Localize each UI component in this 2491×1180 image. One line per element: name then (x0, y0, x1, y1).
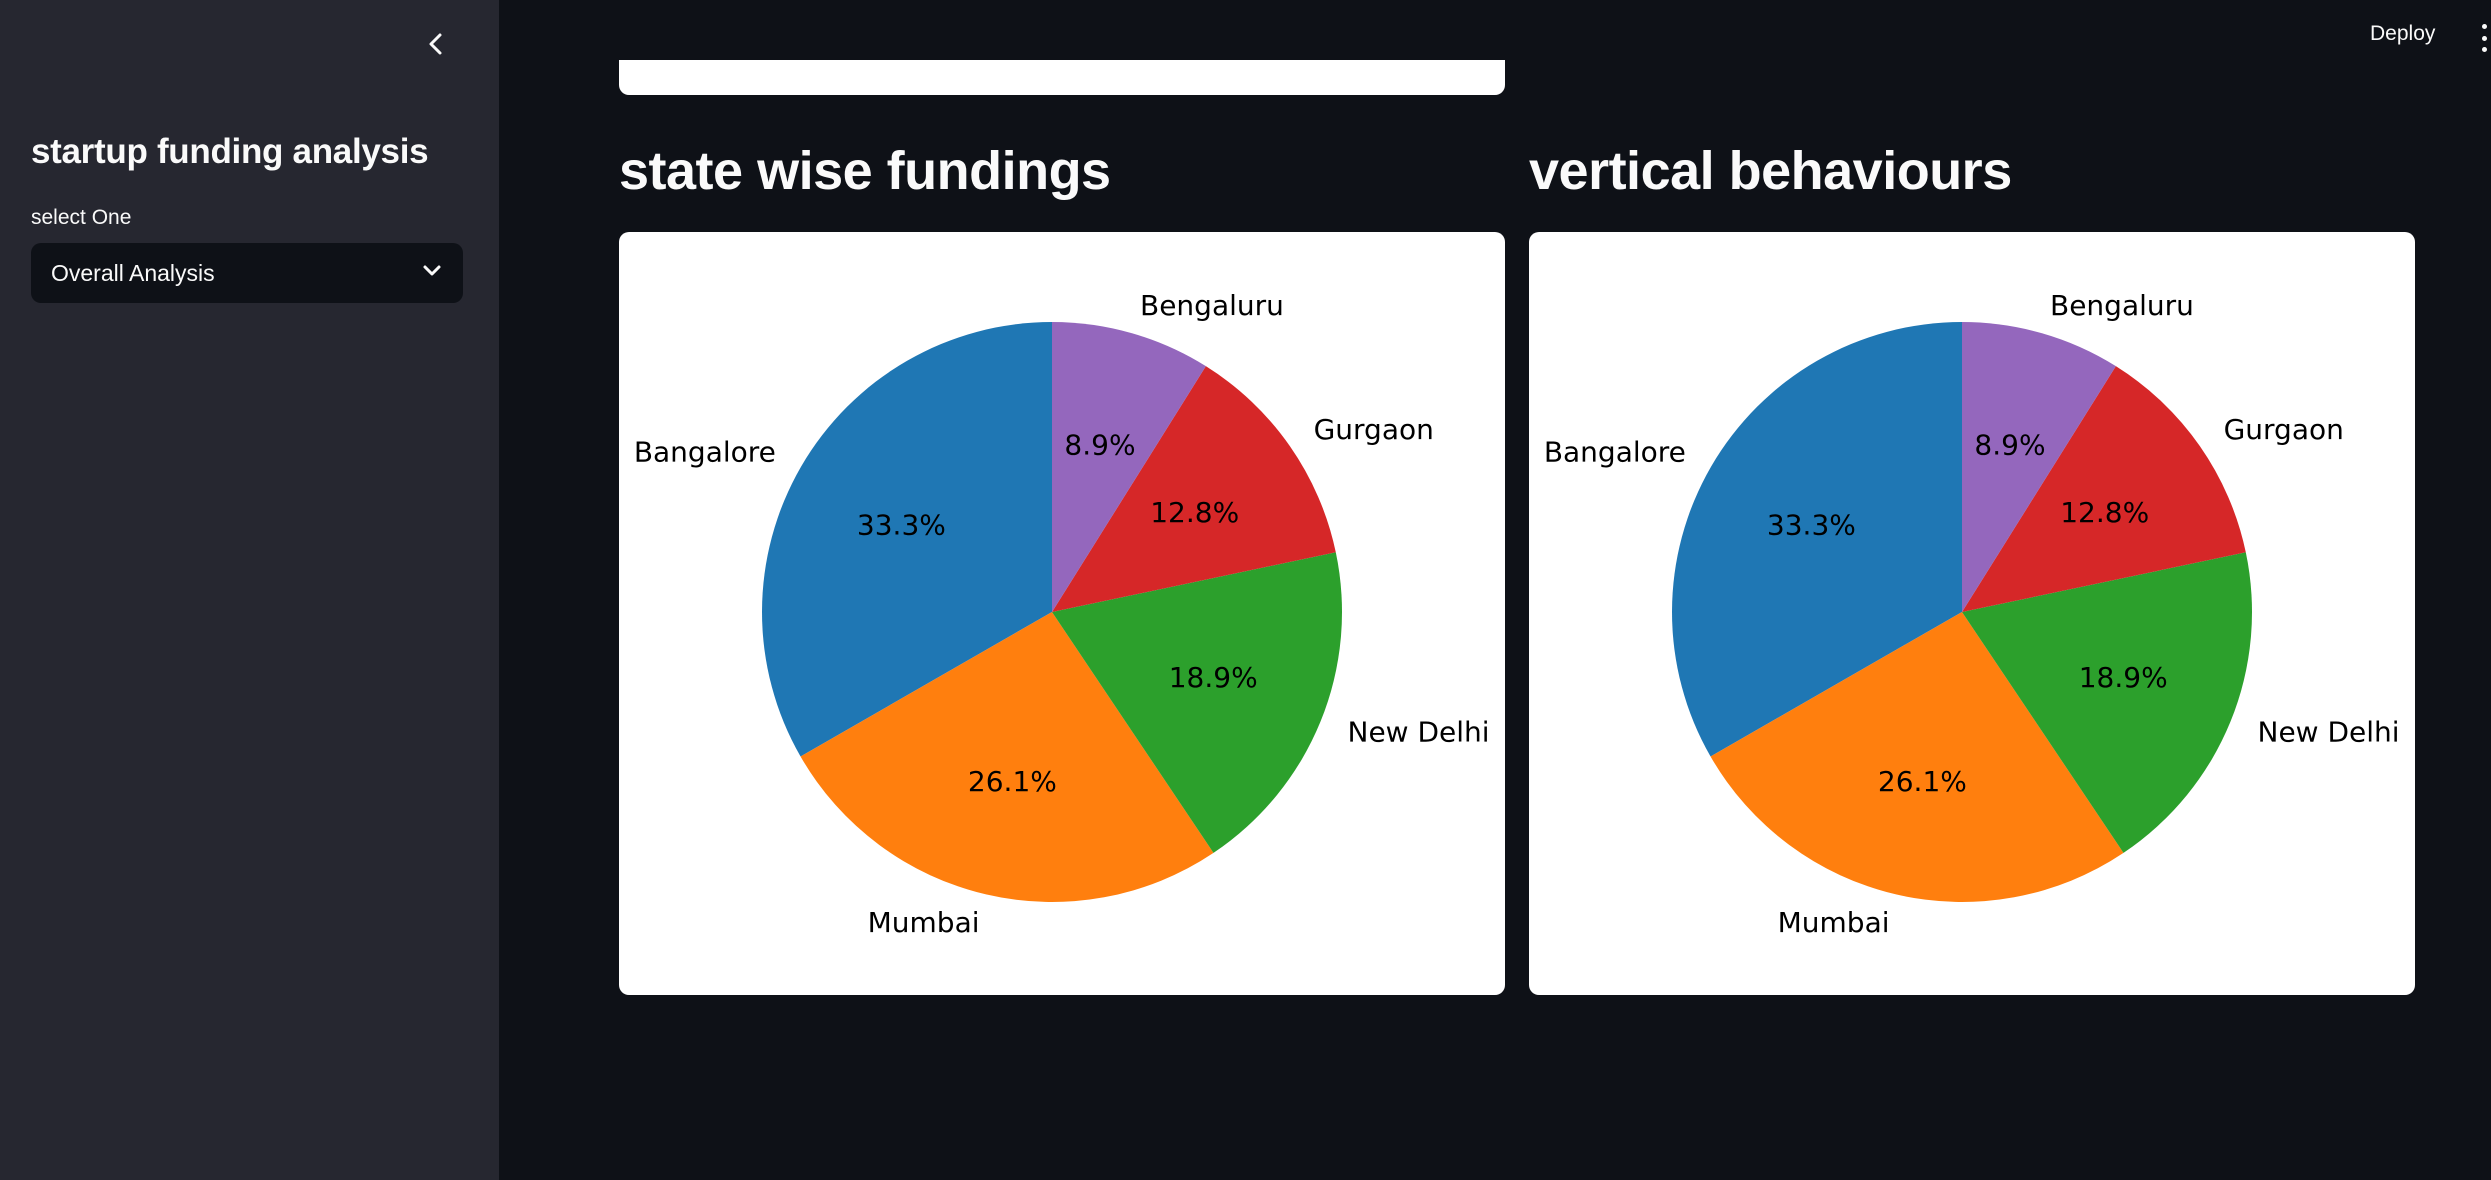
pie-slice-bangalore (762, 322, 1052, 757)
pie-label-bangalore: Bangalore (634, 436, 776, 469)
analysis-select[interactable]: Overall Analysis (31, 243, 463, 303)
pie-pct-label-bangalore: 33.3% (1767, 508, 1856, 541)
pie-pct-label-mumbai: 26.1% (968, 765, 1057, 798)
pie-label-bangalore: Bangalore (1544, 436, 1686, 469)
pie-pct-label-new-delhi: 18.9% (1169, 661, 1258, 694)
pie-slice-gurgaon (1052, 366, 1336, 612)
pie-chart-state-wise: 33.3% Bangalore 26.1% Mumbai 18.9% New Delhi 1… (634, 289, 1490, 939)
pie-slice-new-delhi (1962, 552, 2253, 853)
pie-pct-label-gurgaon: 12.8% (2060, 496, 2149, 529)
menu-dot (2481, 24, 2487, 29)
pie-pct-label-bangalore: 33.3% (857, 508, 946, 541)
collapse-sidebar-button[interactable] (416, 26, 456, 66)
pie-slice-bangalore (1672, 322, 1962, 757)
pie-chart-vertical: 33.3% Bangalore 26.1% Mumbai 18.9% New Delhi 1… (1544, 289, 2400, 939)
deploy-button[interactable]: Deploy (2370, 22, 2436, 45)
pie-chart-card-vertical: 33.3% Bangalore 26.1% Mumbai 18.9% New Delhi 1… (1529, 232, 2415, 995)
menu-dot (2481, 47, 2487, 52)
pie-slice-new-delhi (1052, 552, 1343, 853)
previous-chart-card (619, 60, 1505, 95)
pie-label-mumbai: Mumbai (1778, 906, 1890, 939)
sidebar: startup funding analysis select One Over… (0, 0, 499, 1180)
pie-chart-card-state-wise: 33.3% Bangalore 26.1% Mumbai 18.9% New Delhi 1… (619, 232, 1505, 995)
pie-slice-mumbai (800, 612, 1214, 902)
pie-slice-bengaluru (1962, 322, 2116, 612)
pie-label-bengaluru: Bengaluru (2050, 289, 2194, 322)
pie-pct-label-bengaluru: 8.9% (1974, 428, 2045, 461)
section-title-state-wise: state wise fundings (619, 141, 1111, 201)
chevron-left-icon (426, 32, 446, 61)
select-label: select One (31, 206, 132, 229)
select-value: Overall Analysis (51, 259, 215, 286)
pie-pct-label-new-delhi: 18.9% (2079, 661, 2168, 694)
pie-label-bengaluru: Bengaluru (1140, 289, 1284, 322)
pie-slice-bengaluru (1052, 322, 1206, 612)
pie-slice-gurgaon (1962, 366, 2246, 612)
pie-slice-mumbai (1710, 612, 2124, 902)
pie-pct-label-mumbai: 26.1% (1878, 765, 1967, 798)
section-title-vertical: vertical behaviours (1529, 141, 2012, 201)
pie-label-new-delhi: New Delhi (2258, 716, 2400, 749)
chevron-down-icon (421, 264, 443, 283)
pie-pct-label-gurgaon: 12.8% (1150, 496, 1239, 529)
pie-pct-label-bengaluru: 8.9% (1064, 428, 1135, 461)
sidebar-title: startup funding analysis (31, 132, 429, 171)
main-menu-button[interactable] (2478, 24, 2490, 52)
pie-label-new-delhi: New Delhi (1348, 716, 1490, 749)
menu-dot (2481, 35, 2487, 41)
pie-label-gurgaon: Gurgaon (1314, 413, 1434, 446)
pie-label-gurgaon: Gurgaon (2224, 413, 2344, 446)
pie-label-mumbai: Mumbai (868, 906, 980, 939)
